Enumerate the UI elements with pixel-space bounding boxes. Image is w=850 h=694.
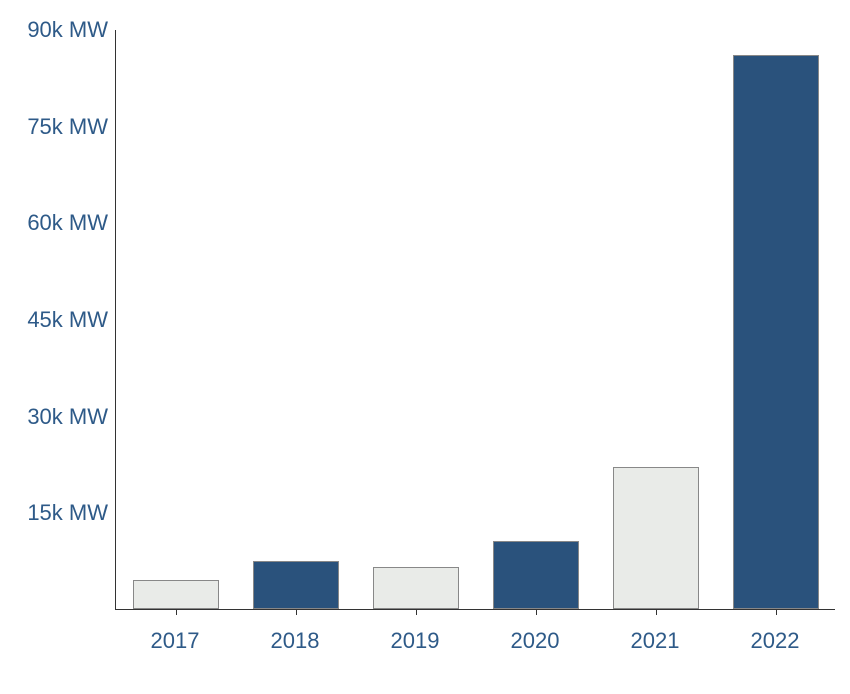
x-axis: 2017 2018 2019 2020 2021 2022 <box>115 618 835 658</box>
x-tick <box>536 609 537 615</box>
x-tick-label: 2021 <box>631 628 680 654</box>
y-tick-label: 90k MW <box>27 17 108 43</box>
x-tick <box>656 609 657 615</box>
x-tick-label: 2022 <box>751 628 800 654</box>
bar <box>613 467 699 609</box>
bar <box>373 567 459 609</box>
y-axis: 15k MW30k MW45k MW60k MW75k MW90k MW <box>0 30 108 610</box>
x-tick <box>176 609 177 615</box>
x-tick <box>776 609 777 615</box>
y-tick-label: 75k MW <box>27 114 108 140</box>
y-tick-label: 60k MW <box>27 210 108 236</box>
y-tick-label: 15k MW <box>27 500 108 526</box>
plot-area <box>115 30 835 610</box>
x-tick-label: 2019 <box>391 628 440 654</box>
bar <box>493 541 579 609</box>
y-tick-label: 30k MW <box>27 404 108 430</box>
x-tick <box>296 609 297 615</box>
bars-group <box>116 30 835 609</box>
x-tick <box>416 609 417 615</box>
chart-container: 15k MW 30k MW 45k MW 60k MW 75k MW 90k MW 201… <box>0 0 850 694</box>
bar <box>733 55 819 609</box>
x-tick-label: 2017 <box>151 628 200 654</box>
y-tick-label: 45k MW <box>27 307 108 333</box>
bar <box>133 580 219 609</box>
bar <box>253 561 339 609</box>
x-tick-label: 2018 <box>271 628 320 654</box>
x-tick-label: 2020 <box>511 628 560 654</box>
